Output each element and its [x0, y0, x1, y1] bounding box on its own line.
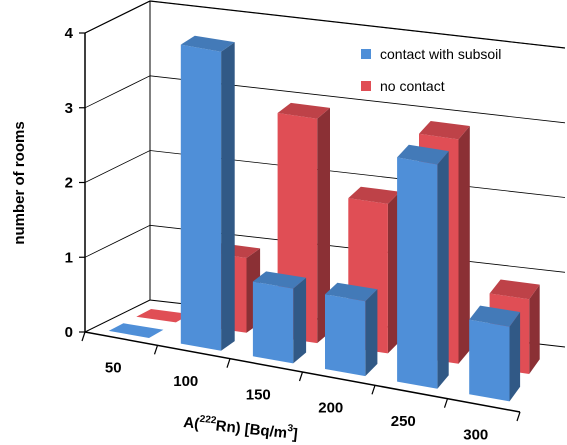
bar-contact — [180, 35, 235, 351]
bar-front — [397, 157, 438, 389]
bar-side — [437, 151, 449, 389]
bar-side — [458, 126, 470, 364]
bar-top — [469, 305, 521, 327]
bar-side — [221, 42, 235, 351]
y-axis-title: number of rooms — [11, 121, 28, 244]
x-tick-mark — [153, 345, 159, 355]
axis-frame-top — [84, 0, 566, 49]
x-axis-title-post: ] — [292, 426, 299, 443]
legend: contact with subsoil no contact — [361, 46, 501, 94]
x-tick-mark — [371, 385, 376, 395]
bar-side — [293, 277, 307, 364]
bar-front — [325, 294, 366, 377]
x-tick-mark — [298, 371, 304, 382]
bar-contact — [252, 271, 307, 364]
bar-zero-top — [108, 323, 164, 338]
x-tick-label: 300 — [463, 426, 488, 443]
bar-front — [252, 281, 294, 364]
x-axis-title-sup2: 3 — [287, 423, 294, 435]
bar-side — [529, 284, 540, 374]
x-tick-label: 50 — [105, 360, 122, 377]
x-tick-mark — [516, 411, 521, 422]
y-tick-label: 3 — [65, 100, 73, 117]
bar-side — [387, 191, 400, 354]
legend-label-no-contact: no contact — [380, 78, 445, 94]
gridline — [84, 0, 566, 49]
y-tick-label: 0 — [65, 324, 73, 341]
x-tick-label: 200 — [318, 400, 343, 417]
x-axis-title: A(222Rn) [Bq/m3] — [183, 412, 299, 443]
x-tick-label: 100 — [173, 373, 198, 390]
bar-contact — [397, 144, 449, 389]
bars — [108, 35, 540, 402]
bar-top — [348, 186, 400, 204]
bar-top — [419, 121, 470, 140]
bar-top — [180, 35, 235, 52]
bar-top — [325, 282, 378, 302]
bar-side — [509, 312, 521, 402]
bar-top — [397, 144, 449, 165]
bar-zero-top — [136, 309, 191, 323]
bar-contact — [469, 305, 521, 402]
x-tick-label: 250 — [391, 413, 416, 430]
legend-swatch-contact — [361, 49, 371, 59]
x-tick-mark — [443, 398, 449, 408]
bar-front — [469, 319, 510, 402]
bar-top — [489, 279, 540, 300]
x-axis-title-mid: Rn) [Bq/m — [215, 417, 288, 441]
legend-label-contact: contact with subsoil — [380, 46, 501, 62]
legend-swatch-no-contact — [361, 81, 371, 91]
bar-side — [317, 107, 330, 344]
x-axis-title-pre: A( — [183, 414, 201, 433]
bar-contact — [108, 323, 164, 338]
bar-no-contact — [136, 309, 191, 323]
x-ticks: 50 100 150 200 250 300 — [81, 331, 521, 443]
y-tick-label: 4 — [65, 25, 74, 42]
y-ticks: 0 1 2 3 4 — [65, 25, 85, 341]
bar-contact — [325, 282, 378, 377]
gridline — [84, 75, 566, 124]
y-tick-label: 2 — [65, 175, 73, 192]
bar-front — [180, 44, 222, 351]
bar-top — [277, 102, 330, 119]
floor-left-edge — [84, 299, 151, 333]
x-tick-mark — [81, 331, 86, 342]
x-tick-mark — [226, 358, 231, 368]
y-tick-label: 1 — [65, 249, 73, 266]
bar-side — [365, 289, 378, 377]
x-tick-label: 150 — [246, 386, 271, 403]
bar-top — [252, 271, 307, 289]
x-axis-title-sup1: 222 — [199, 414, 217, 427]
